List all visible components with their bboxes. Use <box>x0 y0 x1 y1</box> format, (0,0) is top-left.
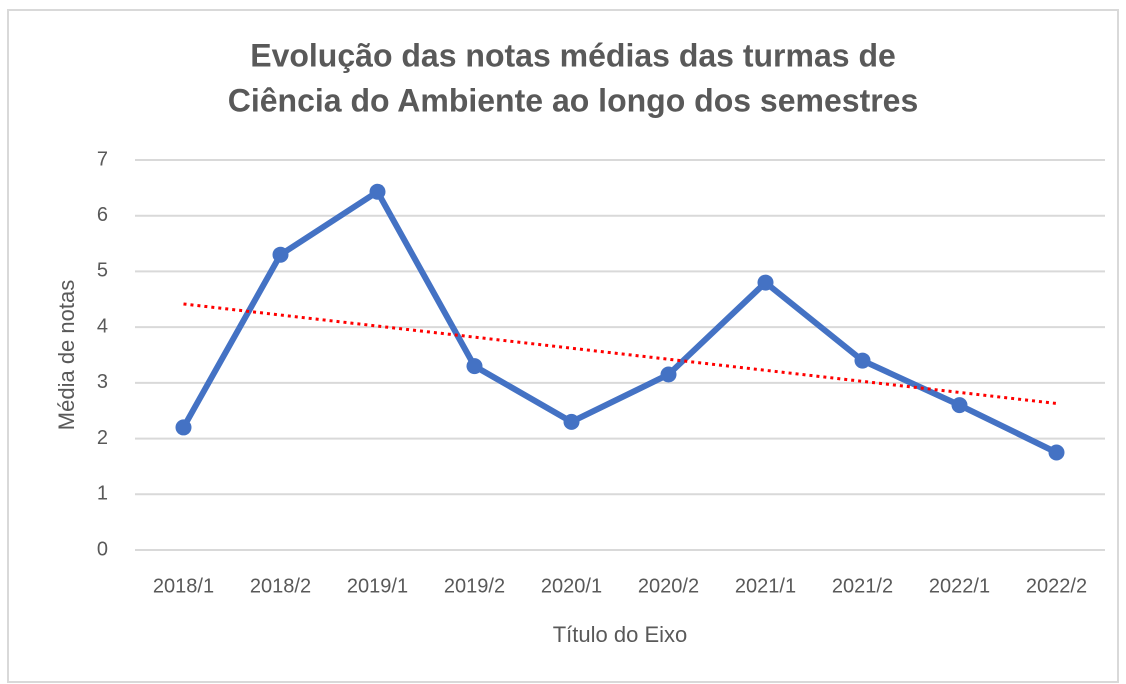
data-point <box>660 366 677 383</box>
data-point <box>369 183 386 200</box>
chart-title: Evolução das notas médias das turmas de <box>250 37 896 73</box>
x-tick-label: 2020/1 <box>541 575 602 597</box>
data-point <box>563 413 580 430</box>
data-point <box>175 419 192 436</box>
x-tick-label: 2021/1 <box>735 575 796 597</box>
data-point <box>1048 444 1065 461</box>
chart-frame <box>7 9 1119 683</box>
x-tick-label: 2022/2 <box>1026 575 1087 597</box>
y-tick-label: 7 <box>97 148 108 170</box>
y-tick-label: 1 <box>97 483 108 505</box>
y-tick-label: 5 <box>97 260 108 282</box>
data-point <box>854 352 871 369</box>
data-point <box>951 397 968 414</box>
y-tick-label: 2 <box>97 427 108 449</box>
y-tick-label: 6 <box>97 204 108 226</box>
y-tick-label: 4 <box>97 315 108 337</box>
chart-title: Ciência do Ambiente ao longo dos semestr… <box>228 82 919 118</box>
data-point <box>272 246 289 263</box>
data-point <box>757 274 774 291</box>
x-tick-label: 2020/2 <box>638 575 699 597</box>
x-axis-title: Título do Eixo <box>553 622 688 647</box>
data-point <box>466 358 483 375</box>
x-tick-label: 2019/2 <box>444 575 505 597</box>
data-line <box>180 188 1058 456</box>
x-tick-label: 2021/2 <box>832 575 893 597</box>
x-tick-label: 2022/1 <box>929 575 990 597</box>
y-tick-label: 0 <box>97 538 108 560</box>
x-tick-label: 2019/1 <box>347 575 408 597</box>
x-tick-label: 2018/2 <box>250 575 311 597</box>
y-tick-label: 3 <box>97 371 108 393</box>
y-axis-title: Média de notas <box>54 280 79 430</box>
x-tick-label: 2018/1 <box>153 575 214 597</box>
